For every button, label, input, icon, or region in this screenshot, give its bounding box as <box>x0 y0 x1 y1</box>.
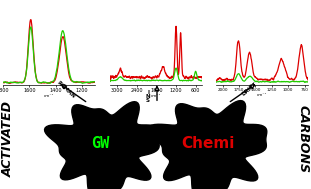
Polygon shape <box>147 101 267 189</box>
X-axis label: cm⁻¹: cm⁻¹ <box>44 94 54 98</box>
Text: ACTIVATED: ACTIVATED <box>2 101 15 177</box>
Text: RAMAN: RAMAN <box>56 80 76 99</box>
Text: N: N <box>146 94 150 99</box>
Polygon shape <box>44 102 160 189</box>
X-axis label: cm⁻¹: cm⁻¹ <box>151 94 161 98</box>
Text: I: I <box>147 90 149 95</box>
Text: DRIFT: DRIFT <box>241 81 259 97</box>
Text: CARBONS: CARBONS <box>296 105 309 173</box>
Text: GW: GW <box>91 136 109 151</box>
Text: S: S <box>146 98 150 103</box>
Text: Chemi: Chemi <box>181 136 235 151</box>
X-axis label: cm⁻¹: cm⁻¹ <box>257 93 267 97</box>
